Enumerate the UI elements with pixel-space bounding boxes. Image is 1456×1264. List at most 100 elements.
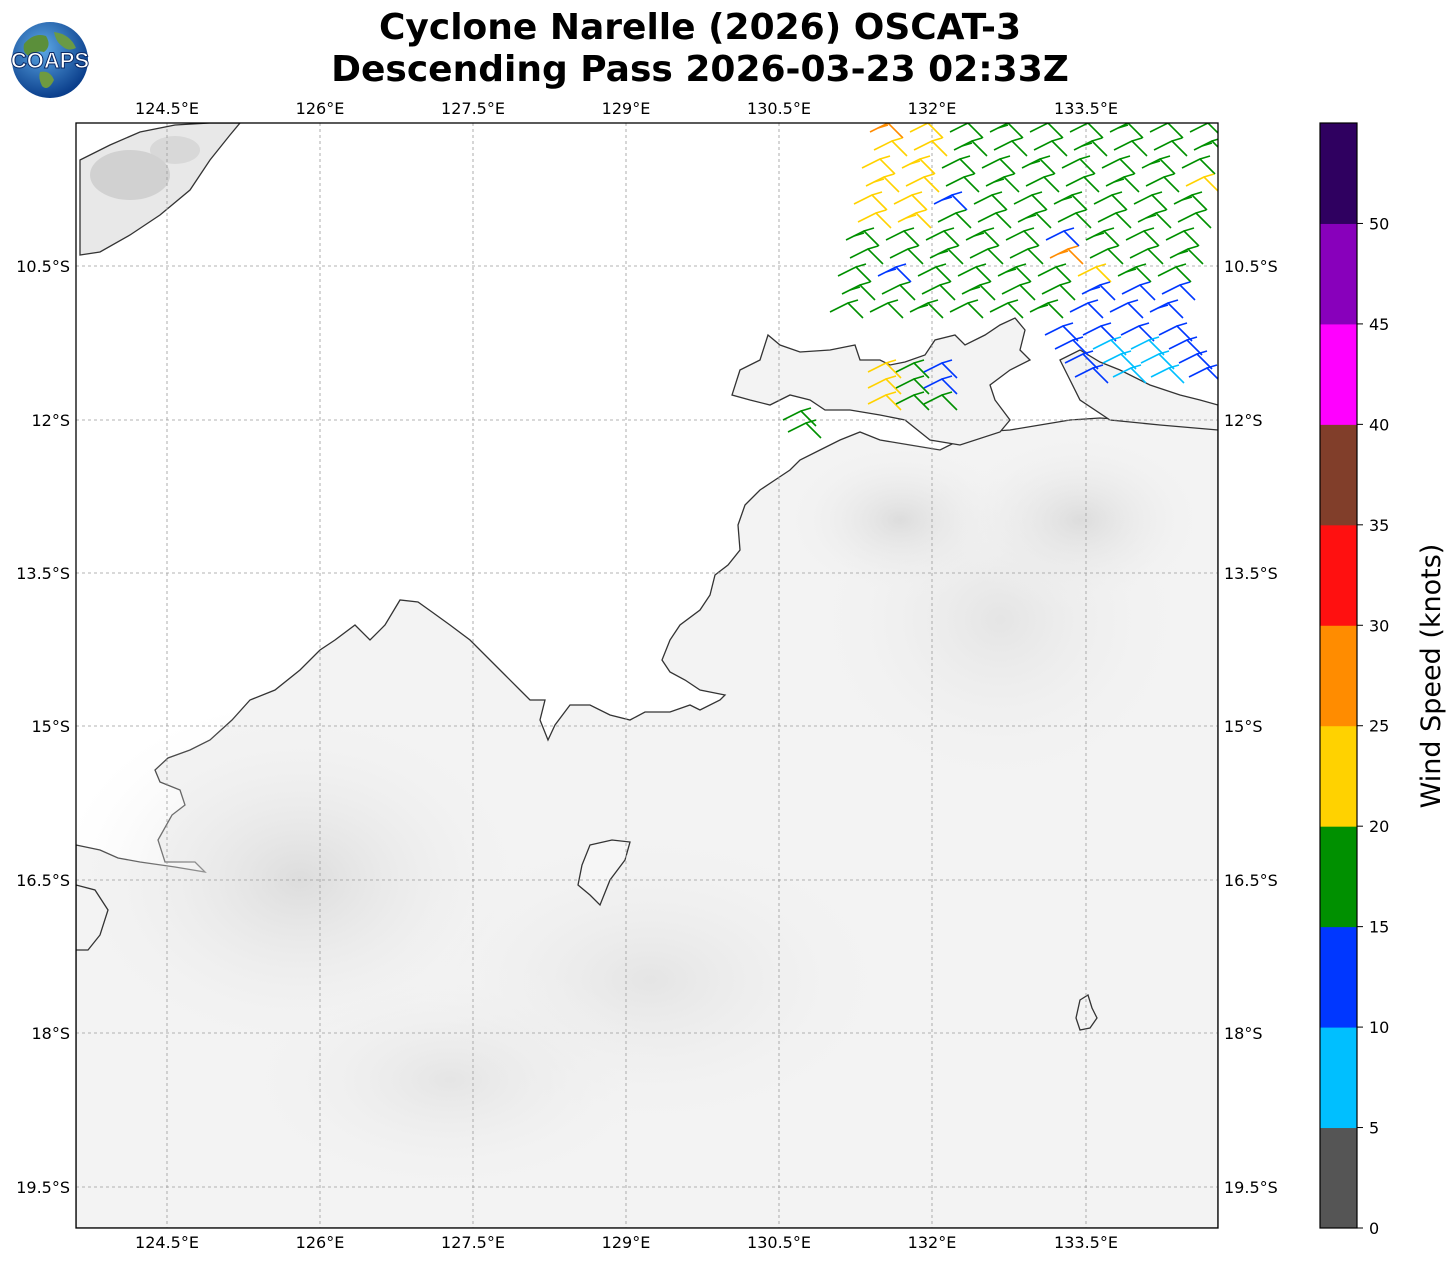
wind-barb xyxy=(1178,350,1213,370)
wind-barb xyxy=(1033,137,1068,157)
lat-tick-label-left: 19.5°S xyxy=(16,1178,70,1197)
colorbar-segment xyxy=(1320,625,1357,727)
wind-barb xyxy=(921,281,956,301)
wind-barb xyxy=(1101,155,1136,175)
wind-barb xyxy=(949,123,984,139)
wind-barb xyxy=(1112,364,1147,384)
lon-tick-label-bottom: 124.5°E xyxy=(135,1233,199,1252)
wind-barb xyxy=(1105,173,1140,193)
wind-barb xyxy=(1017,209,1052,229)
colorbar-segment xyxy=(1320,524,1357,626)
wind-barb xyxy=(1149,299,1184,319)
colorbar-tick-label: 5 xyxy=(1369,1119,1379,1138)
lat-tick-label-right: 15°S xyxy=(1224,717,1263,736)
wind-barb xyxy=(849,245,884,265)
wind-barb xyxy=(923,359,958,379)
wind-barb xyxy=(787,419,822,439)
wind-barb xyxy=(929,245,964,265)
wind-barb xyxy=(933,191,968,211)
wind-barb xyxy=(1165,227,1200,247)
wind-barb xyxy=(1137,209,1172,229)
lon-tick-label-bottom: 132°E xyxy=(908,1233,957,1252)
wind-barb xyxy=(1057,209,1092,229)
lon-tick-label-top: 124.5°E xyxy=(135,99,199,118)
wind-barb xyxy=(1117,263,1152,283)
page-subtitle: Descending Pass 2026-03-23 02:33Z xyxy=(331,49,1069,90)
wind-barb xyxy=(1077,263,1112,283)
wind-barb xyxy=(1158,322,1193,342)
lon-ticks-bottom: 124.5°E 126°E 127.5°E 129°E 130.5°E 132°E 133.… xyxy=(135,1233,1118,1252)
colorbar-tick-label: 35 xyxy=(1369,516,1389,535)
wind-barb xyxy=(845,227,880,247)
wind-barb xyxy=(1130,336,1165,356)
wind-barb xyxy=(873,137,908,157)
lon-tick-label-top: 129°E xyxy=(602,99,651,118)
wind-barb xyxy=(985,173,1020,193)
lon-tick-label-top: 127.5°E xyxy=(441,99,505,118)
wind-barb xyxy=(1037,263,1072,283)
wind-barb xyxy=(1044,322,1079,342)
wind-barb xyxy=(1161,281,1196,301)
wind-barb xyxy=(949,299,984,319)
wind-barb xyxy=(895,391,930,411)
lat-tick-label-left: 10.5°S xyxy=(16,257,70,276)
lat-tick-label-right: 18°S xyxy=(1224,1024,1263,1043)
lat-ticks-right: 10.5°S 12°S 13.5°S 15°S 16.5°S 18°S 19.5°S xyxy=(1224,257,1278,1197)
wind-barb xyxy=(1049,245,1084,265)
wind-barb xyxy=(1188,364,1218,381)
wind-barb xyxy=(1145,173,1180,193)
colorbar-segment xyxy=(1320,223,1357,325)
wind-barb xyxy=(981,155,1016,175)
colorbar-segment xyxy=(1320,725,1357,827)
lat-tick-label-left: 12°S xyxy=(31,411,70,430)
wind-barb xyxy=(1061,155,1096,175)
lat-tick-label-right: 19.5°S xyxy=(1224,1178,1278,1197)
wind-barb xyxy=(997,263,1032,283)
colorbar-tick-label: 25 xyxy=(1369,717,1389,736)
gridlines xyxy=(76,123,1218,1228)
wind-barb xyxy=(1065,173,1100,193)
wind-barb xyxy=(909,123,944,139)
wind-barb xyxy=(965,227,1000,247)
colorbar-segment xyxy=(1320,826,1357,928)
land-west-coast xyxy=(76,884,109,951)
wind-barb xyxy=(1009,245,1044,265)
wind-barb xyxy=(1157,263,1192,283)
colorbar-tick-label: 15 xyxy=(1369,918,1389,937)
wind-barb xyxy=(1085,227,1120,247)
wind-barb xyxy=(1149,123,1184,139)
lon-tick-label-bottom: 133.5°E xyxy=(1054,1233,1118,1252)
wind-barb xyxy=(957,263,992,283)
wind-barb xyxy=(895,359,930,379)
wind-barb xyxy=(1089,245,1124,265)
wind-barb xyxy=(925,227,960,247)
wind-barb xyxy=(1029,123,1064,139)
colorbar-tick-label: 30 xyxy=(1369,616,1389,635)
wind-barb xyxy=(941,155,976,175)
wind-barb xyxy=(905,173,940,193)
wind-barb xyxy=(853,191,888,211)
wind-barb xyxy=(1173,191,1208,211)
logo-text: COAPS xyxy=(11,48,89,73)
wind-barb xyxy=(923,375,958,395)
lat-tick-label-left: 13.5°S xyxy=(16,564,70,583)
colorbar-tick-label: 10 xyxy=(1369,1018,1389,1037)
wind-barb xyxy=(1129,245,1164,265)
wind-barbs xyxy=(782,123,1218,439)
lon-tick-label-top: 132°E xyxy=(908,99,957,118)
wind-barb xyxy=(829,299,864,319)
wind-barb xyxy=(1169,245,1204,265)
colorbar-segment xyxy=(1320,926,1357,1028)
wind-barb xyxy=(977,209,1012,229)
lat-tick-label-left: 18°S xyxy=(31,1024,70,1043)
wind-barb xyxy=(1153,137,1188,157)
wind-barb xyxy=(913,137,948,157)
lon-tick-label-top: 133.5°E xyxy=(1054,99,1118,118)
wind-barb xyxy=(1185,173,1218,193)
wind-barb xyxy=(973,191,1008,211)
wind-barb xyxy=(1081,281,1116,301)
colorbar-tick-label: 40 xyxy=(1369,415,1389,434)
colorbar-segment xyxy=(1320,424,1357,526)
colorbar-tick-label: 20 xyxy=(1369,817,1389,836)
